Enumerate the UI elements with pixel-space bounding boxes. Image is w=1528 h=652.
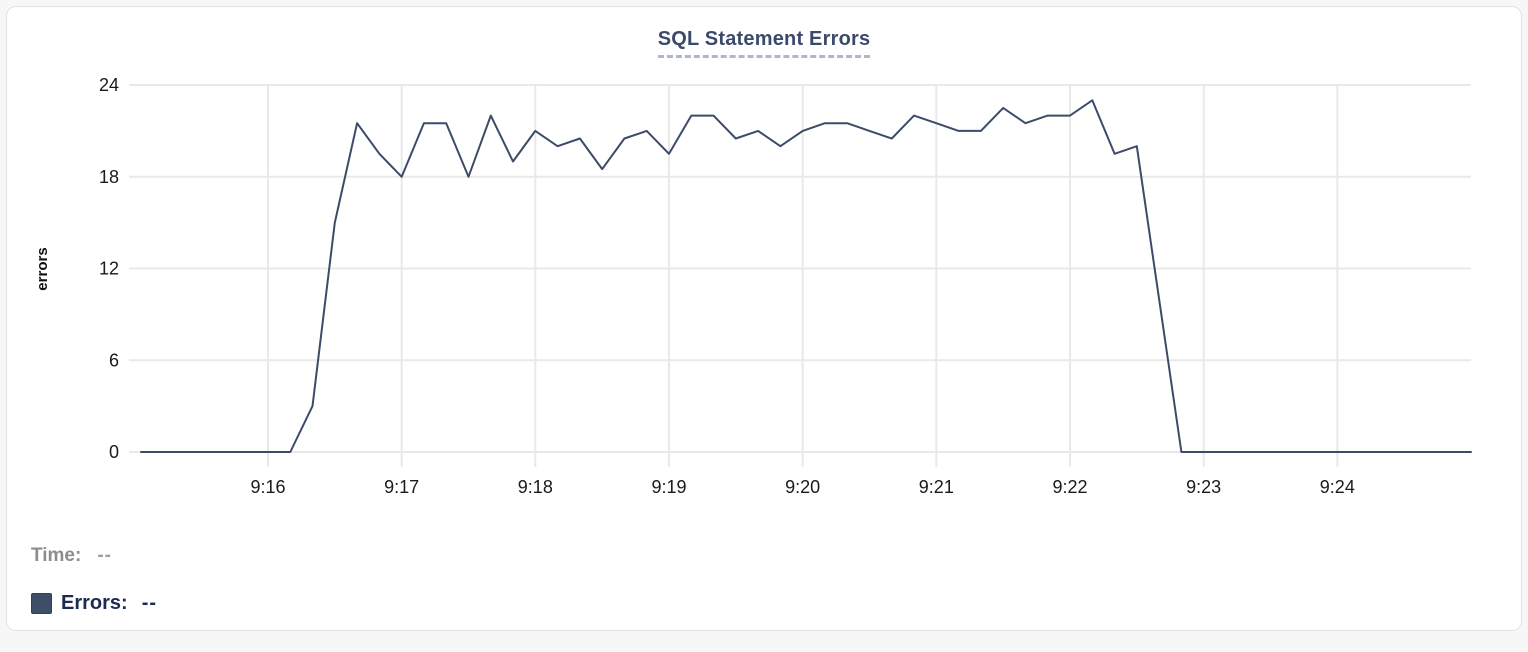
chart-card: SQL Statement Errors 0 6 12 18 24 9:16 9:17 9:1… <box>6 6 1522 631</box>
y-tick-label: 6 <box>109 350 119 370</box>
x-tick-label: 9:23 <box>1186 477 1221 497</box>
tooltip-time-label: Time: <box>31 545 82 566</box>
y-tick-label: 12 <box>99 259 119 279</box>
chart-header: SQL Statement Errors <box>7 28 1521 58</box>
x-tick-label: 9:19 <box>651 477 686 497</box>
chart-title[interactable]: SQL Statement Errors <box>657 28 871 58</box>
y-tick-label: 18 <box>99 167 119 187</box>
x-tick-label: 9:22 <box>1052 477 1087 497</box>
tooltip-time-row: Time: -- <box>31 543 157 569</box>
tooltip-errors-label: Errors: <box>61 591 128 614</box>
x-tick-label: 9:17 <box>384 477 419 497</box>
x-tick-label: 9:18 <box>518 477 553 497</box>
errors-series-line <box>140 99 1472 453</box>
y-axis-title: errors <box>34 247 51 290</box>
x-tick-label: 9:16 <box>250 477 285 497</box>
hover-readout: Time: -- Errors: -- <box>31 543 157 616</box>
y-tick-label: 0 <box>109 442 119 462</box>
line-chart[interactable]: 0 6 12 18 24 9:16 9:17 9:18 9:19 9:20 9:21 9:22 9:23… <box>7 7 1523 512</box>
errors-series-swatch <box>31 592 52 614</box>
x-tick-label: 9:21 <box>919 477 954 497</box>
y-tick-label: 24 <box>99 75 119 95</box>
tooltip-time-value: -- <box>97 545 112 566</box>
legend-errors-row[interactable]: Errors: -- <box>31 590 157 616</box>
tooltip-errors-value: -- <box>141 591 158 614</box>
x-tick-label: 9:24 <box>1320 477 1355 497</box>
x-tick-label: 9:20 <box>785 477 820 497</box>
